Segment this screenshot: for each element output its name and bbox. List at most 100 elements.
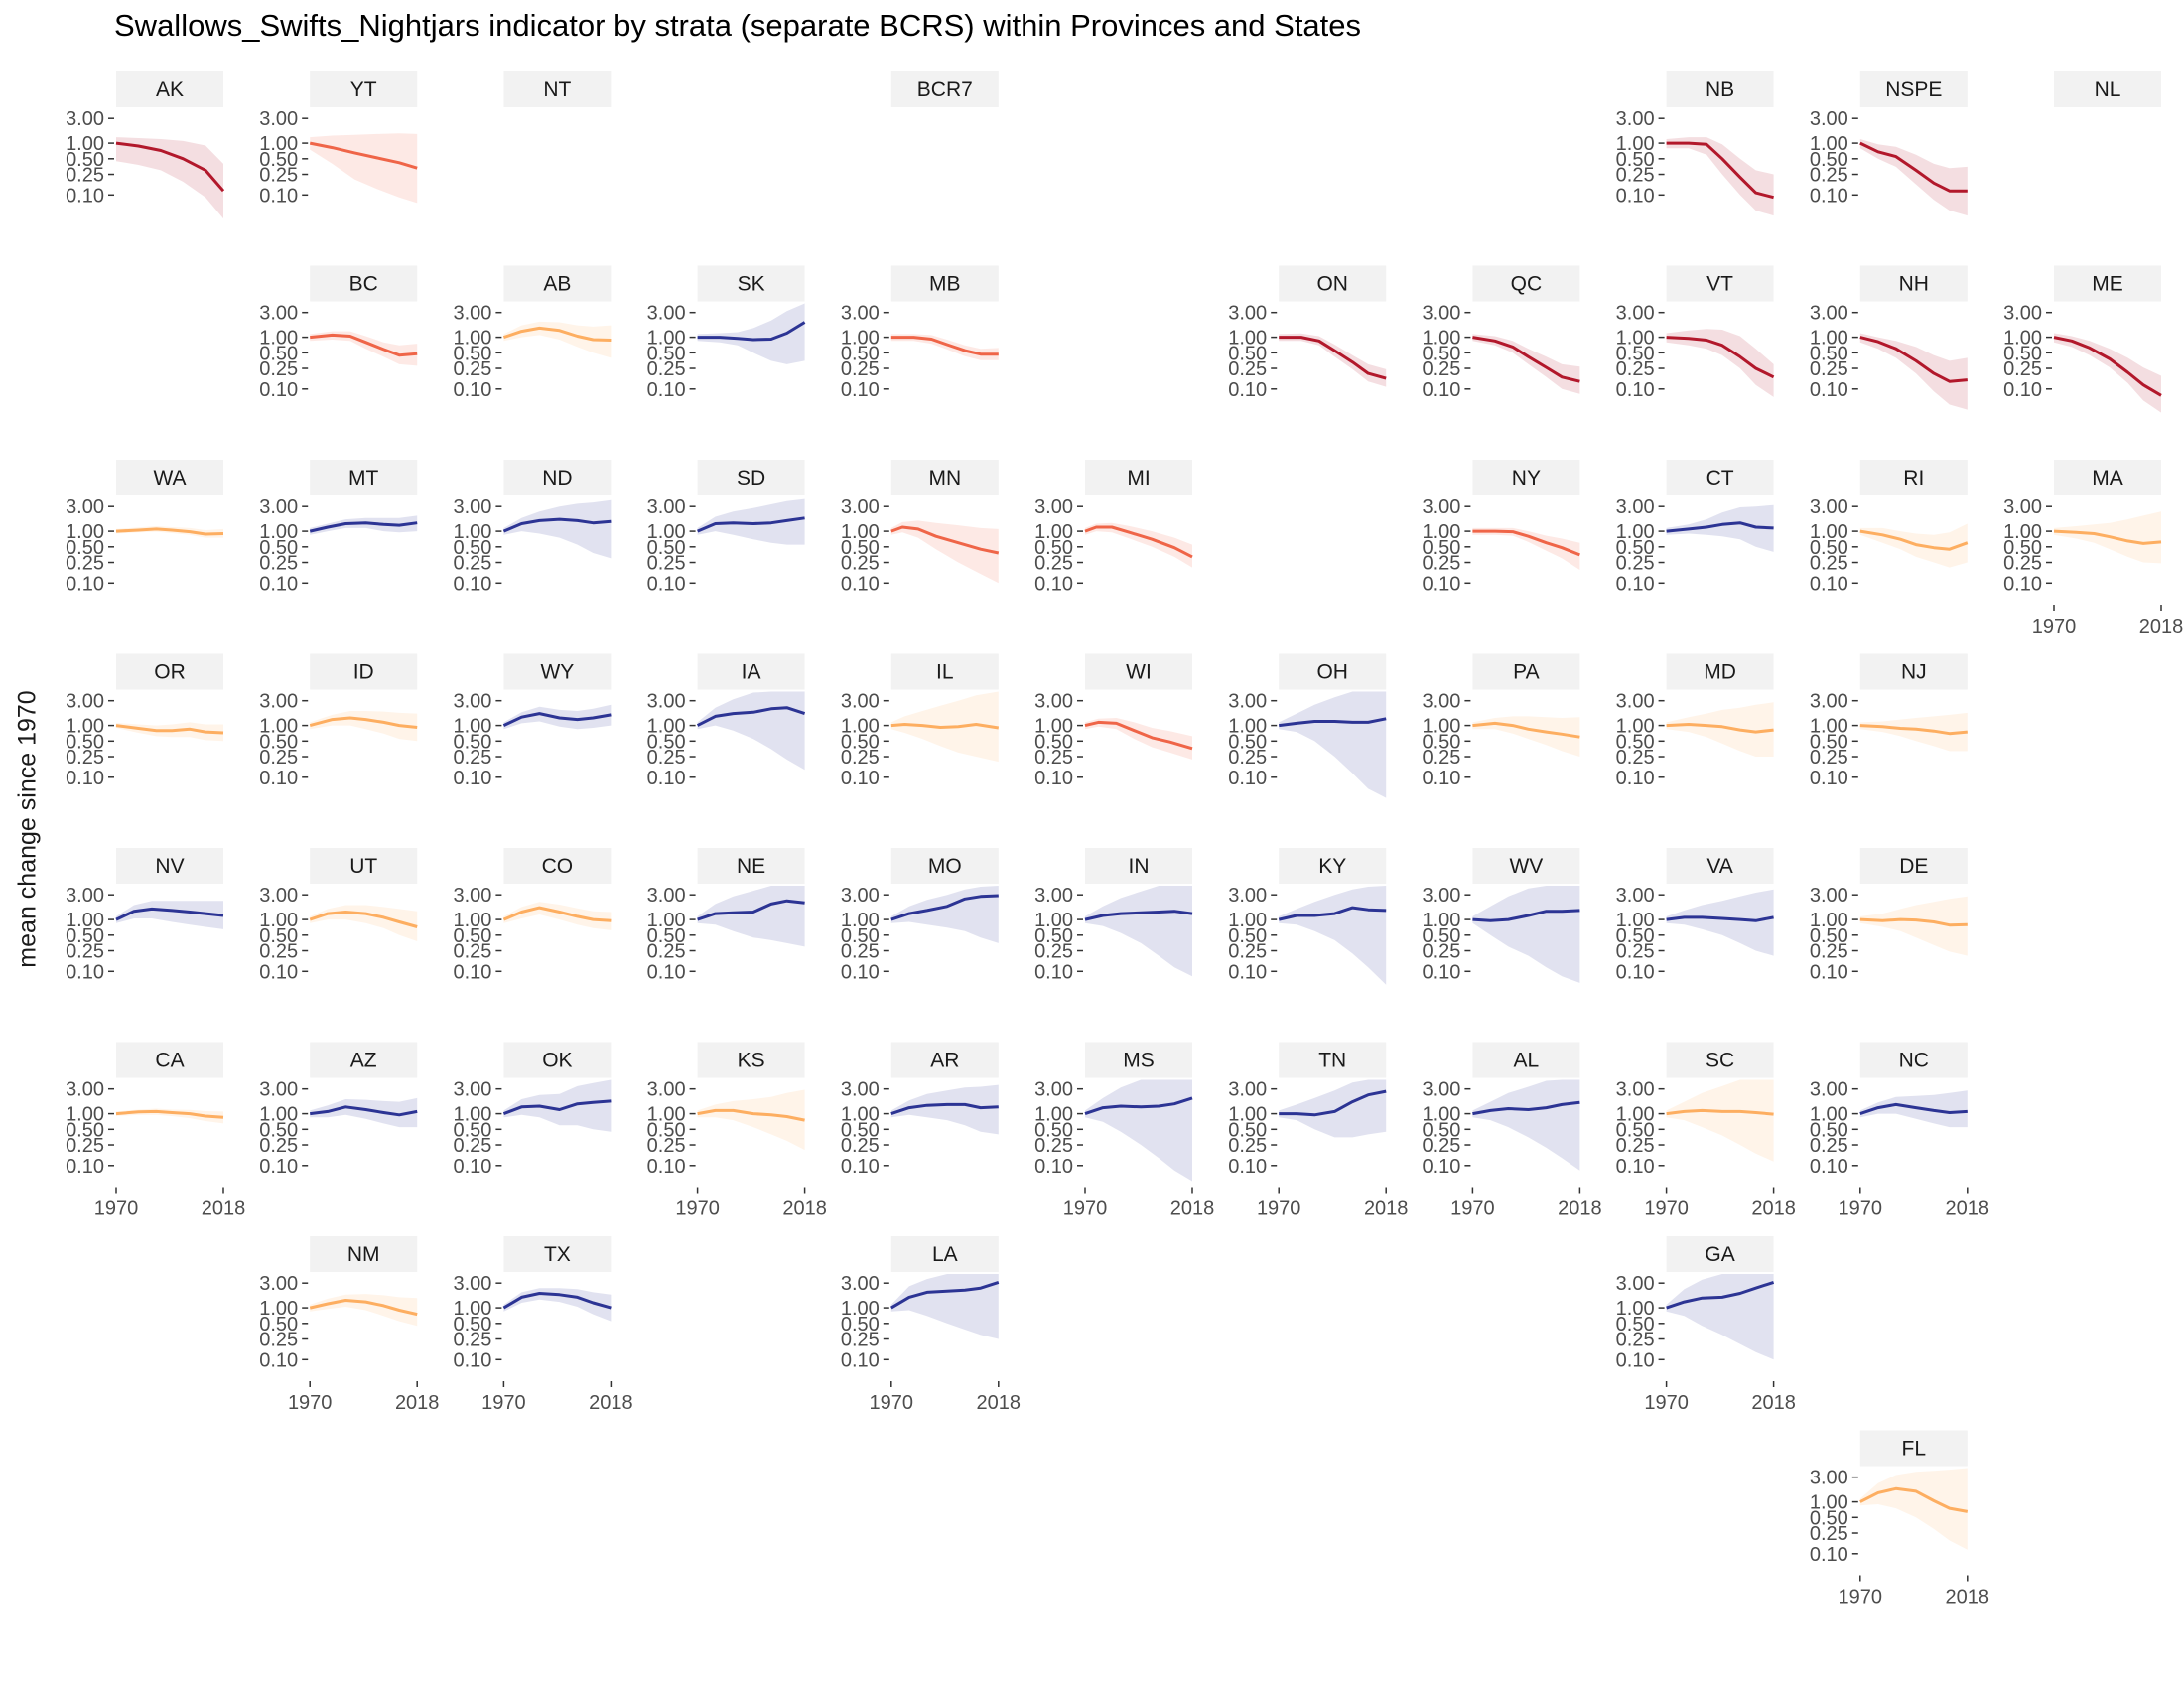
facet-label: MD <box>1704 661 1736 684</box>
y-tick-label: 0.25 <box>1616 358 1655 380</box>
facet-strip <box>1279 848 1387 884</box>
series-line <box>2053 529 2162 545</box>
y-tick-label: 0.50 <box>647 343 686 364</box>
y-tick-label: 0.10 <box>66 1156 104 1178</box>
confidence-ribbon <box>1666 329 1774 397</box>
y-tick-label: 3.00 <box>647 303 686 325</box>
series-line <box>1666 1280 1775 1310</box>
facet-panel-co: CO 3.00 1.000.500.250.10 <box>453 848 612 983</box>
x-tick-label: 1970 <box>870 1392 914 1414</box>
facet-label: OR <box>154 661 186 684</box>
facet-strip <box>1666 653 1774 690</box>
y-tick-label: 1.00 <box>1228 328 1267 350</box>
y-tick-label: 3.00 <box>1422 303 1460 325</box>
y-tick-label: 0.50 <box>66 537 104 559</box>
facet-label: CA <box>155 1050 184 1072</box>
series-line <box>1666 915 1774 922</box>
y-tick-label: 0.50 <box>1422 1119 1460 1141</box>
facet-label: SC <box>1706 1050 1734 1072</box>
facet-strip <box>1859 653 1968 690</box>
y-tick-label: 0.25 <box>841 1330 880 1351</box>
y-tick-label: 0.25 <box>1422 747 1460 769</box>
facet-strip <box>1279 265 1387 302</box>
confidence-ribbon <box>503 902 612 930</box>
facet-label: MB <box>929 273 961 296</box>
facet-panel-tn: TN 3.00 1.000.500.250.10 1970 2018 <box>1228 1042 1408 1220</box>
facet-panel-ks: KS 3.00 1.000.500.250.10 1970 2018 <box>647 1042 827 1220</box>
y-tick-label: 0.10 <box>1616 573 1655 595</box>
facet-panel-il: IL 3.00 1.000.500.250.10 <box>841 653 1000 789</box>
facet-strip <box>1666 71 1774 107</box>
facet-panel-on: ON 3.00 1.000.500.250.10 <box>1228 265 1387 401</box>
y-tick-label: 3.00 <box>1616 885 1655 907</box>
confidence-ribbon <box>890 520 999 584</box>
facet-label: ME <box>2092 273 2123 296</box>
y-tick-label: 0.10 <box>453 1349 491 1371</box>
y-tick-label: 1.00 <box>841 1298 880 1320</box>
facet-label: NL <box>2095 78 2121 101</box>
series-line <box>1472 529 1580 557</box>
y-tick-label: 0.10 <box>1810 573 1848 595</box>
y-tick-label: 0.25 <box>647 941 686 963</box>
y-tick-label: 1.00 <box>259 1104 298 1126</box>
y-tick-label: 0.50 <box>1422 537 1460 559</box>
y-tick-label: 0.25 <box>2003 358 2042 380</box>
facet-strip <box>503 71 612 107</box>
y-tick-label: 0.25 <box>453 941 491 963</box>
y-tick-label: 0.50 <box>66 925 104 947</box>
facet-strip <box>1859 1430 1968 1467</box>
facet-label: NB <box>1706 78 1734 101</box>
confidence-ribbon <box>1666 1274 1774 1360</box>
y-tick-label: 0.10 <box>1034 768 1073 789</box>
y-tick-label: 1.00 <box>259 521 298 543</box>
facet-strip <box>697 460 805 495</box>
series-line <box>502 906 612 922</box>
y-tick-label: 1.00 <box>2003 328 2042 350</box>
y-tick-label: 3.00 <box>841 1079 880 1101</box>
y-tick-label: 3.00 <box>1034 496 1073 518</box>
facet-label: ID <box>353 661 374 684</box>
y-tick-label: 0.50 <box>259 149 298 171</box>
y-tick-label: 3.00 <box>1616 691 1655 713</box>
y-tick-label: 1.00 <box>1616 133 1655 155</box>
y-tick-label: 0.10 <box>66 961 104 983</box>
facet-panel-nspe: NSPE 3.00 1.000.500.250.10 <box>1810 71 1968 216</box>
series-line <box>1859 724 1968 736</box>
y-tick-label: 1.00 <box>647 521 686 543</box>
confidence-ribbon <box>503 499 612 559</box>
facet-strip <box>890 265 999 302</box>
y-tick-label: 1.00 <box>453 1104 491 1126</box>
facet-strip <box>1085 848 1192 884</box>
facet-strip <box>1859 71 1968 107</box>
confidence-ribbon <box>890 1084 999 1135</box>
y-tick-label: 3.00 <box>259 303 298 325</box>
x-tick-label: 2018 <box>782 1198 827 1220</box>
y-tick-label: 3.00 <box>453 885 491 907</box>
y-tick-label: 0.50 <box>1616 1314 1655 1336</box>
y-tick-label: 0.10 <box>1810 1156 1848 1178</box>
y-tick-label: 1.00 <box>453 1298 491 1320</box>
y-tick-label: 0.10 <box>2003 379 2042 401</box>
confidence-ribbon <box>1279 886 1387 985</box>
y-tick-label: 3.00 <box>453 1079 491 1101</box>
facet-panel-bcr7: BCR7 <box>890 71 999 107</box>
y-tick-label: 0.10 <box>1810 1544 1848 1566</box>
y-tick-label: 0.10 <box>2003 573 2042 595</box>
series-line <box>502 1292 612 1310</box>
y-tick-label: 1.00 <box>453 328 491 350</box>
facet-label: NY <box>1512 467 1541 490</box>
facet-panel-sc: SC 3.00 1.000.500.250.10 1970 2018 <box>1616 1042 1796 1220</box>
facet-strip <box>890 653 999 690</box>
y-tick-label: 1.00 <box>453 716 491 738</box>
y-tick-label: 3.00 <box>1228 1079 1267 1101</box>
y-tick-label: 3.00 <box>453 691 491 713</box>
facet-panel-wy: WY 3.00 1.000.500.250.10 <box>453 653 612 789</box>
facet-panel-bc: BC 3.00 1.000.500.250.10 <box>259 265 418 401</box>
confidence-ribbon <box>1085 718 1192 760</box>
facet-panel-nv: NV 3.00 1.000.500.250.10 <box>66 848 224 983</box>
facet-strip <box>503 460 612 495</box>
y-tick-label: 0.25 <box>841 1135 880 1157</box>
y-tick-label: 0.25 <box>2003 553 2042 575</box>
confidence-ribbon <box>1666 889 1774 956</box>
facet-panel-tx: TX 3.00 1.000.500.250.10 1970 2018 <box>453 1236 633 1414</box>
